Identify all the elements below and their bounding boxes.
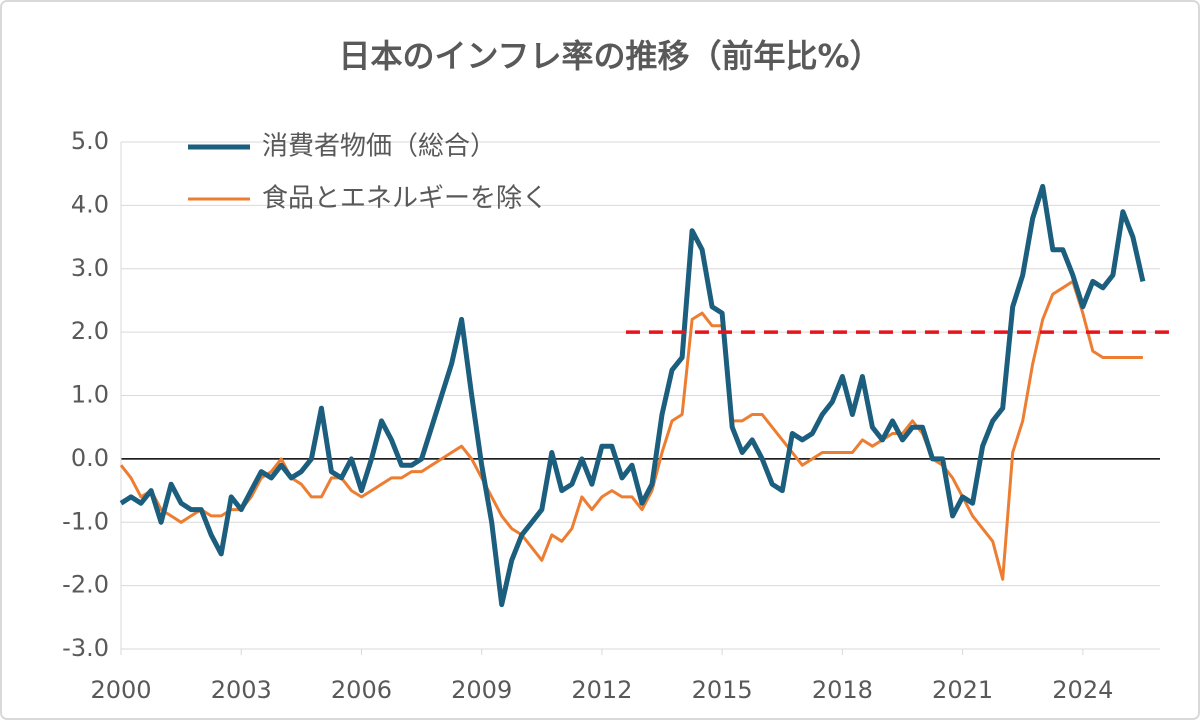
x-tick-label: 2018 [812,676,873,704]
y-tick-label: 5.0 [71,127,109,155]
x-tick-label: 2012 [571,676,632,704]
y-tick-label: 0.0 [71,444,109,472]
y-tick-label: 2.0 [71,317,109,345]
x-tick-label: 2009 [451,676,512,704]
chart-title: 日本のインフレ率の推移（前年比%） [338,37,881,75]
x-tick-label: 2000 [90,676,151,704]
x-tick-label: 2024 [1052,676,1113,704]
y-tick-label: -1.0 [62,507,109,535]
series-line [119,183,1146,608]
legend-label: 消費者物価（総合） [262,132,496,162]
x-tick-label: 2003 [211,676,272,704]
y-tick-label: -3.0 [62,634,109,662]
y-tick-label: 1.0 [71,381,109,409]
y-tick-label: -2.0 [62,571,109,599]
y-tick-label: 3.0 [71,254,109,282]
y-tick-label: 4.0 [71,190,109,218]
x-tick-label: 2006 [331,676,392,704]
x-tick-label: 2021 [932,676,993,704]
legend-label: 食品とエネルギーを除く [262,184,548,214]
x-tick-label: 2015 [692,676,753,704]
